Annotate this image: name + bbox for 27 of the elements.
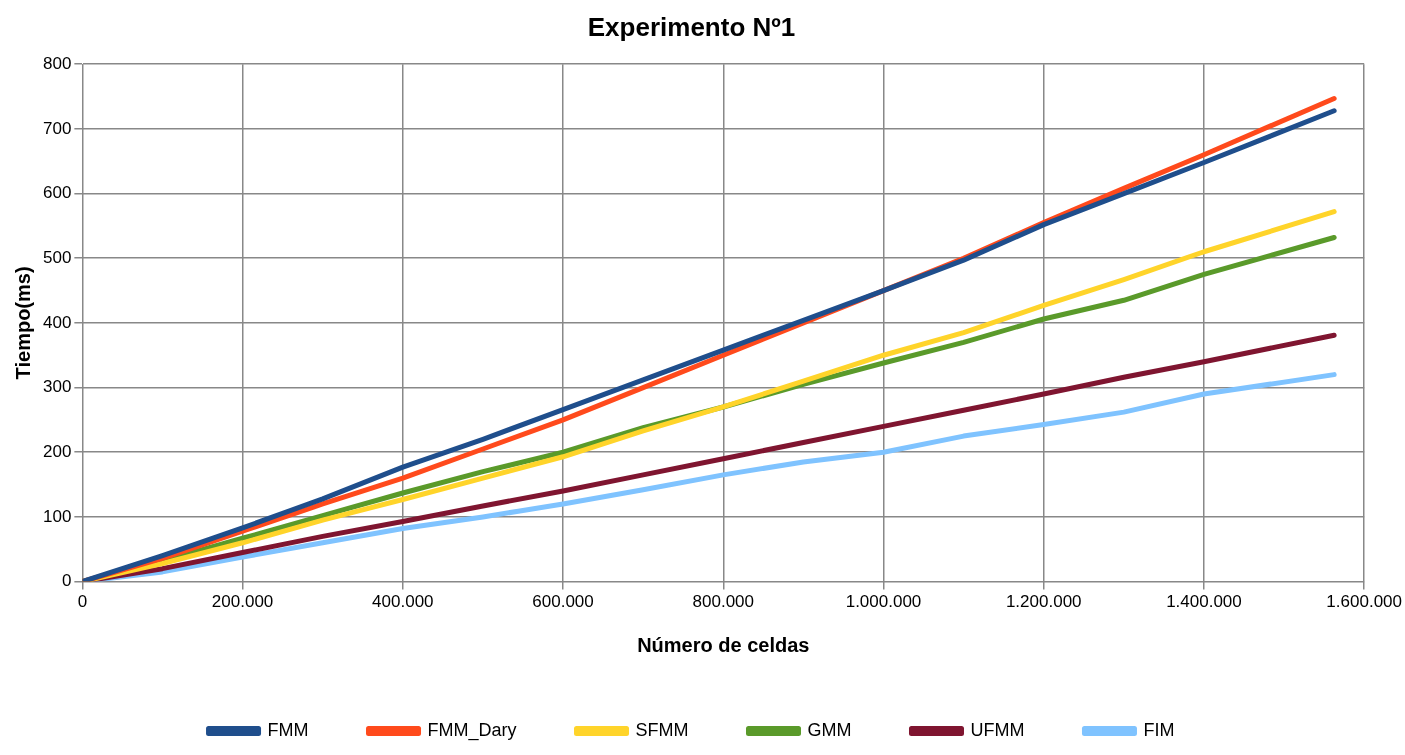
y-tick-label: 0 bbox=[61, 571, 72, 591]
x-tick-label: 600.000 bbox=[532, 592, 594, 612]
legend-label: GMM bbox=[807, 719, 852, 740]
y-tick-label: 600 bbox=[42, 183, 72, 203]
chart-title: Experimento Nº1 bbox=[587, 11, 796, 42]
y-tick-label: 300 bbox=[42, 377, 72, 397]
y-tick-label: 700 bbox=[42, 118, 72, 138]
x-tick-label: 400.000 bbox=[372, 592, 434, 612]
y-tick-label: 400 bbox=[42, 312, 72, 332]
legend-label: FMM bbox=[267, 719, 309, 740]
x-tick-label: 0 bbox=[77, 592, 88, 612]
x-tick-label: 800.000 bbox=[692, 592, 754, 612]
y-tick-label: 200 bbox=[42, 441, 72, 461]
legend-label: SFMM bbox=[635, 719, 689, 740]
x-tick-label: 200.000 bbox=[211, 592, 274, 612]
x-axis-title: Número de celdas bbox=[637, 633, 810, 656]
y-tick-label: 800 bbox=[42, 53, 72, 73]
legend-label: FIM bbox=[1143, 719, 1175, 740]
x-tick-label: 1.000.000 bbox=[845, 592, 922, 612]
x-tick-label: 1.400.000 bbox=[1166, 592, 1242, 612]
legend-label: FMM_Dary bbox=[427, 719, 517, 741]
y-tick-label: 500 bbox=[42, 247, 72, 267]
x-tick-label: 1.200.000 bbox=[1005, 592, 1082, 612]
y-tick-label: 100 bbox=[42, 506, 72, 526]
legend-label: UFMM bbox=[970, 719, 1025, 740]
x-tick-label: 1.600.000 bbox=[1326, 592, 1403, 612]
y-axis-title: Tiempo(ms) bbox=[11, 266, 34, 380]
